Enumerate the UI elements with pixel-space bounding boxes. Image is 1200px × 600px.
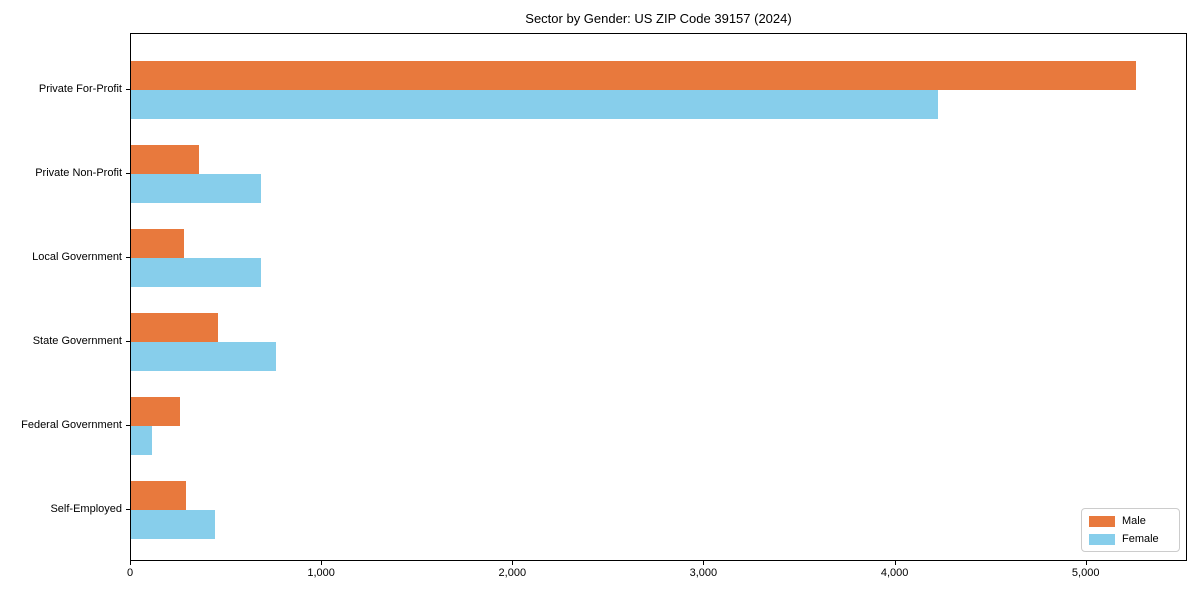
y-tick-mark — [126, 341, 130, 342]
y-tick-mark — [126, 173, 130, 174]
y-tick-mark — [126, 257, 130, 258]
bar-male-federal-government — [131, 397, 180, 426]
bar-female-private-non-profit — [131, 174, 261, 203]
bar-male-self-employed — [131, 481, 186, 510]
x-tick-label-2000: 2,000 — [498, 567, 527, 579]
bar-female-self-employed — [131, 510, 216, 539]
bar-female-local-government — [131, 258, 261, 287]
x-tick-label-0: 0 — [126, 567, 134, 579]
bar-male-private-for-profit — [131, 61, 1137, 90]
x-tick-label-1000: 1,000 — [307, 567, 335, 579]
y-tick-label-state-government: State Government — [32, 335, 122, 347]
legend-item-male: Male — [1089, 515, 1171, 527]
legend-label-male: Male — [1122, 515, 1146, 527]
legend-item-female: Female — [1089, 533, 1171, 545]
x-tick-mark — [1085, 561, 1087, 565]
chart-title: Sector by Gender: US ZIP Code 39157 (202… — [525, 11, 792, 26]
bar-male-local-government — [131, 229, 184, 258]
x-tick-label-4000: 4,000 — [880, 567, 909, 579]
male-swatch-icon — [1089, 515, 1115, 527]
y-tick-label-private-for-profit: Private For-Profit — [38, 83, 122, 95]
x-tick-mark — [321, 561, 323, 565]
bar-female-federal-government — [131, 426, 152, 455]
x-tick-mark — [894, 561, 896, 565]
y-tick-mark — [126, 509, 130, 510]
y-tick-label-private-non-profit: Private Non-Profit — [35, 167, 122, 179]
y-tick-label-self-employed: Self-Employed — [50, 503, 122, 515]
x-tick-mark — [703, 561, 705, 565]
y-tick-mark — [126, 425, 130, 426]
female-swatch-icon — [1089, 533, 1115, 545]
x-tick-label-5000: 5,000 — [1071, 567, 1100, 579]
bar-female-private-for-profit — [131, 90, 938, 119]
plot-area: Male Female — [130, 33, 1187, 561]
legend-label-female: Female — [1122, 533, 1159, 545]
y-tick-label-local-government: Local Government — [32, 251, 122, 263]
x-tick-mark — [512, 561, 514, 565]
bar-male-state-government — [131, 313, 218, 342]
bar-male-private-non-profit — [131, 145, 199, 174]
x-tick-mark — [130, 561, 131, 565]
legend: Male Female — [1081, 508, 1180, 552]
x-tick-label-3000: 3,000 — [689, 567, 718, 579]
y-tick-label-federal-government: Federal Government — [21, 419, 122, 431]
y-tick-mark — [126, 89, 130, 90]
bar-female-state-government — [131, 342, 277, 371]
